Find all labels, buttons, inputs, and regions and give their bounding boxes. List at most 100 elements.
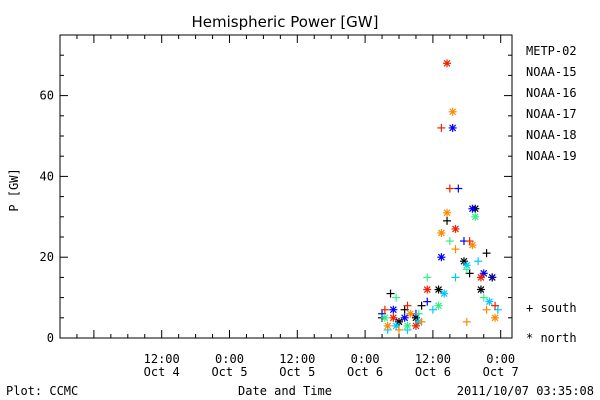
data-point-metp-02-north xyxy=(434,285,443,294)
marker-stroke xyxy=(384,322,392,330)
data-point-noaa-17-south xyxy=(462,265,471,274)
data-point-noaa-17-north xyxy=(434,301,443,310)
marker-stroke xyxy=(480,269,488,277)
marker-stroke xyxy=(463,261,471,269)
marker-stroke xyxy=(491,314,499,322)
y-axis: 0 20 40 60 xyxy=(40,34,512,345)
data-point-noaa-17-south xyxy=(479,293,488,302)
x-tick-label-time: 12:00 xyxy=(144,352,180,366)
data-point-noaa-15-north xyxy=(479,269,488,278)
data-point-noaa-17-north xyxy=(471,212,480,221)
marker-stroke xyxy=(440,290,448,297)
legend-entry-noaa-19: NOAA-19 xyxy=(526,149,577,163)
data-point-noaa-16-south xyxy=(451,273,460,282)
data-point-noaa-18-south xyxy=(482,305,491,314)
data-point-noaa-15-north xyxy=(468,204,477,213)
y-tick-label: 60 xyxy=(40,89,54,103)
marker-stroke xyxy=(395,318,403,326)
marker-stroke xyxy=(471,213,479,221)
marker-stroke xyxy=(435,286,442,293)
x-tick-label-time: 0:00 xyxy=(351,352,380,366)
x-tick-label-time: 0:00 xyxy=(486,352,515,366)
data-point-metp-02-south xyxy=(386,289,395,298)
marker-stroke xyxy=(389,314,397,322)
marker-stroke xyxy=(477,273,485,281)
footer-timestamp: 2011/10/07 03:35:08 xyxy=(457,384,594,398)
data-point-noaa-15-south xyxy=(423,297,432,306)
legend-entry-metp-02: METP-02 xyxy=(526,44,577,58)
y-axis-label: P [GW] xyxy=(7,168,21,211)
marker-stroke xyxy=(485,298,493,306)
marker-stroke xyxy=(449,124,457,132)
data-point-noaa-17-south xyxy=(423,273,432,282)
data-point-metp-02-north xyxy=(395,317,403,326)
legend-entry-noaa-17: NOAA-17 xyxy=(526,107,577,121)
marker-stroke xyxy=(460,257,468,265)
data-point-noaa-16-north xyxy=(485,297,494,306)
x-tick-label-date: Oct 5 xyxy=(211,365,247,379)
x-tick-label-date: Oct 7 xyxy=(483,365,519,379)
data-point-noaa-17-south xyxy=(414,309,423,318)
data-point-noaa-15-south xyxy=(488,273,497,282)
x-tick-label-time: 12:00 xyxy=(279,352,315,366)
legend-entry-noaa-15: NOAA-15 xyxy=(526,65,577,79)
marker-stroke xyxy=(443,59,451,67)
x-tick-label-date: Oct 6 xyxy=(347,365,383,379)
marker-stroke xyxy=(437,229,445,237)
data-point-noaa-15-north xyxy=(437,253,446,262)
data-point-noaa-15-south xyxy=(454,184,463,193)
data-point-noaa-18-north xyxy=(448,107,457,116)
marker-stroke xyxy=(389,306,397,314)
marker-stroke xyxy=(443,209,451,217)
marker-stroke xyxy=(412,322,420,330)
data-point-noaa-17-north xyxy=(380,313,389,322)
data-point-noaa-19-north xyxy=(443,59,452,68)
x-tick-label-date: Oct 4 xyxy=(144,365,180,379)
data-point-metp-02-south xyxy=(482,249,491,258)
legend-entry-noaa-18: NOAA-18 xyxy=(526,128,577,142)
data-point-metp-02-south xyxy=(443,216,452,225)
marker-stroke xyxy=(392,322,400,330)
data-point-noaa-18-north xyxy=(491,313,500,322)
marker-stroke xyxy=(381,314,389,322)
marker-stroke xyxy=(477,286,485,293)
data-point-noaa-19-north xyxy=(411,321,420,330)
data-point-noaa-17-north xyxy=(403,321,412,330)
marker-stroke xyxy=(412,314,420,322)
marker-stroke xyxy=(435,302,442,310)
data-point-noaa-18-south xyxy=(395,325,403,334)
data-point-noaa-18-south xyxy=(462,317,471,326)
marker-stroke xyxy=(449,108,457,116)
data-point-noaa-16-north xyxy=(440,289,449,298)
data-point-noaa-17-south xyxy=(445,237,454,246)
y-tick-label: 20 xyxy=(40,250,54,264)
data-point-metp-02-south xyxy=(417,301,426,310)
legend-entry-noaa-16: NOAA-16 xyxy=(526,86,577,100)
data-point-noaa-19-north xyxy=(423,285,432,294)
x-axis-label: Date and Time xyxy=(238,384,332,398)
data-point-noaa-16-south xyxy=(493,305,502,314)
data-point-metp-02-north xyxy=(476,285,485,294)
y-tick-label: 40 xyxy=(40,169,54,183)
data-point-noaa-18-south xyxy=(417,317,426,326)
data-point-noaa-18-north xyxy=(443,208,452,217)
data-point-noaa-15-north xyxy=(400,313,409,322)
x-tick-label-date: Oct 6 xyxy=(415,365,451,379)
data-point-noaa-19-south xyxy=(437,123,446,132)
x-tick-label-time: 12:00 xyxy=(415,352,451,366)
marker-stroke xyxy=(401,314,409,322)
data-points xyxy=(378,59,502,334)
marker-stroke xyxy=(469,205,476,213)
data-point-noaa-19-south xyxy=(445,184,454,193)
data-point-noaa-19-south xyxy=(380,305,389,314)
data-point-noaa-19-north xyxy=(389,313,398,322)
x-tick-label-time: 0:00 xyxy=(215,352,244,366)
data-point-noaa-16-north xyxy=(392,321,401,330)
data-point-noaa-16-north xyxy=(462,261,471,270)
x-tick-label-date: Oct 5 xyxy=(279,365,315,379)
legend: METP-02 NOAA-15 NOAA-16 NOAA-17 NOAA-18 NOAA-… xyxy=(526,44,577,345)
data-point-noaa-15-north xyxy=(448,123,457,132)
chart-title: Hemispheric Power [GW] xyxy=(192,13,379,31)
